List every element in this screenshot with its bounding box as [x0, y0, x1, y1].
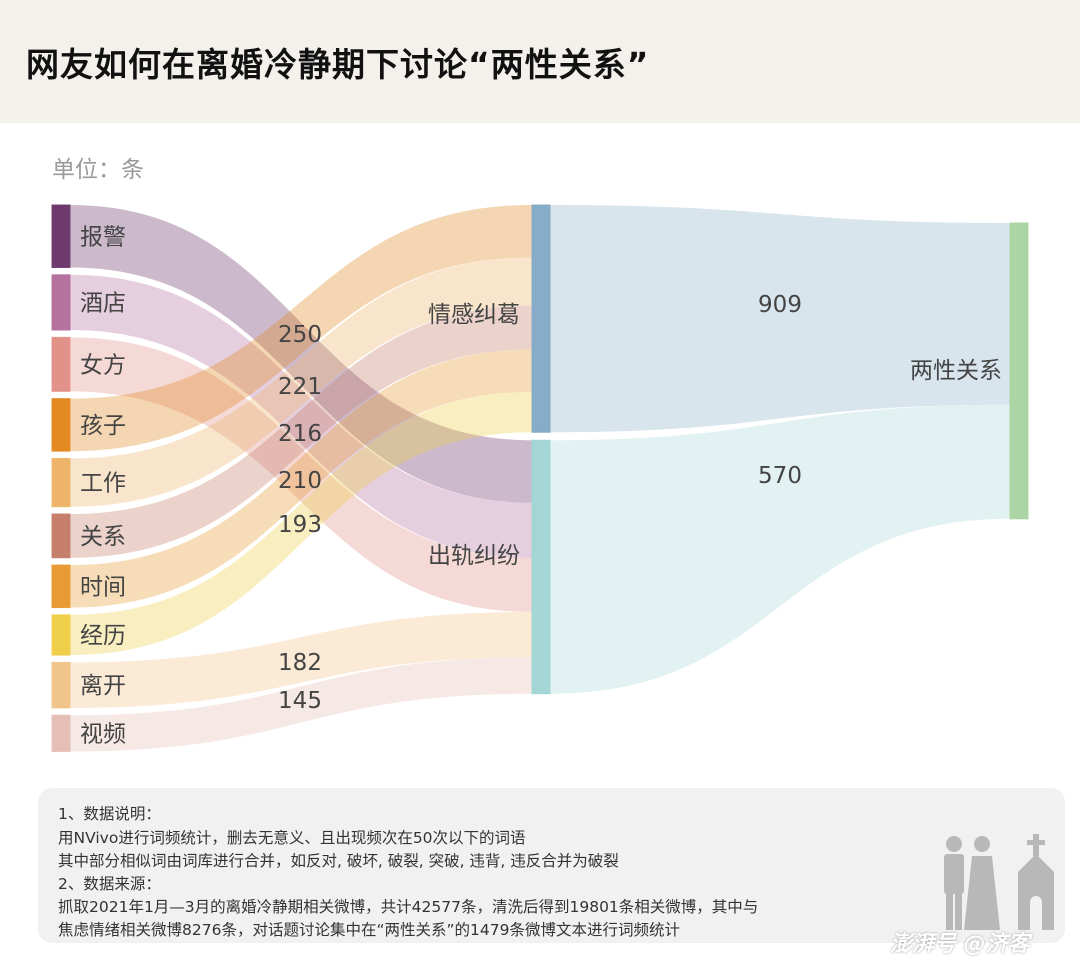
watermark: 澎湃号 @济客	[890, 932, 1030, 957]
notes-box: 1、数据说明： 用NVivo进行词频统计，删去无意义、且出现频次在50次以下的词…	[38, 788, 1065, 943]
node-经历	[51, 614, 71, 656]
value-label: 221	[278, 374, 322, 400]
node-label: 女方	[80, 352, 126, 378]
node-label: 时间	[80, 574, 126, 600]
node-孩子	[51, 398, 71, 452]
value-label: 570	[758, 463, 802, 489]
link-视频-出轨纠纷	[70, 657, 532, 752]
link-酒店-出轨纠纷	[70, 274, 532, 558]
node-label: 离开	[80, 673, 126, 699]
node-label: 经历	[80, 623, 126, 649]
node-两性关系	[1009, 222, 1029, 520]
note-line: 焦虑情绪相关微博8276条，对话题讨论集中在“两性关系”的1479条微博文本进行…	[58, 921, 680, 939]
node-离开	[51, 661, 71, 709]
value-label: 216	[278, 421, 322, 447]
value-label: 250	[278, 322, 322, 348]
node-情感纠葛	[531, 204, 551, 433]
unit-label: 单位：条	[52, 157, 144, 183]
node-时间	[51, 564, 71, 609]
node-label: 情感纠葛	[428, 302, 520, 328]
node-label: 出轨纠纷	[428, 543, 520, 569]
link-女方-出轨纠纷	[70, 337, 532, 612]
node-label: 关系	[80, 524, 126, 550]
value-label: 145	[278, 688, 322, 714]
node-label: 酒店	[80, 290, 126, 316]
link-出轨纠纷-两性关系	[550, 404, 1010, 694]
header: 网友如何在离婚冷静期下讨论“两性关系”	[0, 0, 1080, 123]
link-情感纠葛-两性关系	[550, 205, 1010, 433]
wedding-church-icon	[944, 834, 1054, 930]
link-经历-情感纠葛	[70, 392, 532, 656]
link-孩子-情感纠葛	[70, 205, 532, 452]
note-line: 抓取2021年1月—3月的离婚冷静期相关微博，共计42577条，清洗后得到198…	[58, 898, 759, 916]
node-工作	[51, 457, 71, 508]
node-女方	[51, 336, 71, 392]
link-离开-出轨纠纷	[70, 612, 532, 708]
node-label: 视频	[80, 721, 126, 747]
note-line: 1、数据说明：	[58, 805, 161, 823]
page-title: 网友如何在离婚冷静期下讨论“两性关系”	[26, 45, 650, 84]
link-工作-情感纠葛	[70, 257, 532, 507]
link-关系-情感纠葛	[70, 305, 532, 558]
node-label: 工作	[80, 471, 126, 497]
value-label: 193	[278, 512, 322, 538]
node-label: 孩子	[80, 413, 126, 439]
node-视频	[51, 714, 71, 752]
link-时间-情感纠葛	[70, 349, 532, 608]
node-报警	[51, 204, 71, 268]
node-出轨纠纷	[531, 439, 551, 695]
note-line: 其中部分相似词由词库进行合并，如反对, 破坏, 破裂, 突破, 违背, 违反合并…	[58, 852, 619, 870]
links	[70, 205, 1010, 752]
note-line: 用NVivo进行词频统计，删去无意义、且出现频次在50次以下的词语	[58, 829, 526, 847]
note-line: 2、数据来源：	[58, 875, 161, 893]
node-关系	[51, 513, 71, 559]
node-label: 两性关系	[910, 358, 1002, 384]
node-酒店	[51, 274, 71, 331]
node-label: 报警	[80, 224, 126, 250]
value-label: 210	[278, 468, 322, 494]
value-label: 182	[278, 650, 322, 676]
link-报警-出轨纠纷	[70, 205, 532, 503]
value-label: 909	[758, 292, 802, 318]
